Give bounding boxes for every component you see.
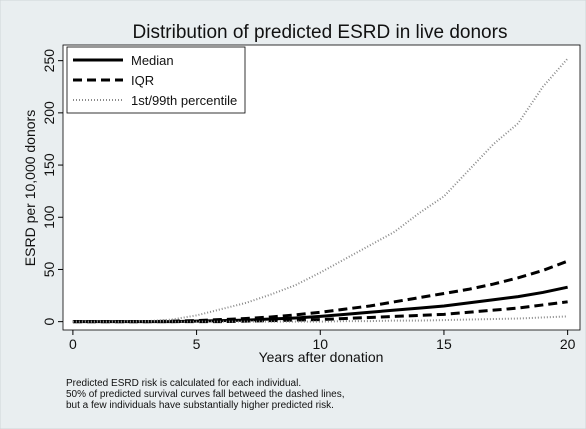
y-tick-label: 0 bbox=[41, 318, 57, 326]
line bbox=[72, 300, 568, 324]
x-axis-title: Years after donation bbox=[259, 349, 384, 365]
note: but a few individuals have substantially… bbox=[66, 400, 334, 411]
x-tick-label: 0 bbox=[69, 336, 77, 352]
y-tick-label: 250 bbox=[41, 49, 57, 73]
legend-label: 1st/99th percentile bbox=[131, 93, 237, 108]
y-tick-label: 50 bbox=[41, 261, 57, 277]
x-tick-label: 10 bbox=[312, 336, 328, 352]
line bbox=[72, 285, 568, 324]
note: 50% of predicted survival curves fall be… bbox=[66, 389, 345, 400]
line bbox=[72, 259, 569, 324]
line bbox=[72, 57, 569, 323]
legend-label: Median bbox=[131, 53, 174, 68]
legend-label: IQR bbox=[131, 73, 154, 88]
note: Predicted ESRD risk is calculated for ea… bbox=[66, 378, 301, 389]
x-tick-label: 5 bbox=[193, 336, 201, 352]
y-tick-label: 100 bbox=[41, 205, 57, 229]
legend-box bbox=[66, 46, 246, 114]
y-tick-label: 200 bbox=[41, 101, 57, 125]
y-tick-label: 150 bbox=[41, 153, 57, 177]
y-axis-title: ESRD per 10,000 donors bbox=[22, 110, 38, 266]
chart-title: Distribution of predicted ESRD in live d… bbox=[133, 22, 508, 43]
x-tick-label: 15 bbox=[436, 336, 452, 352]
x-tick-label: 20 bbox=[560, 336, 576, 352]
